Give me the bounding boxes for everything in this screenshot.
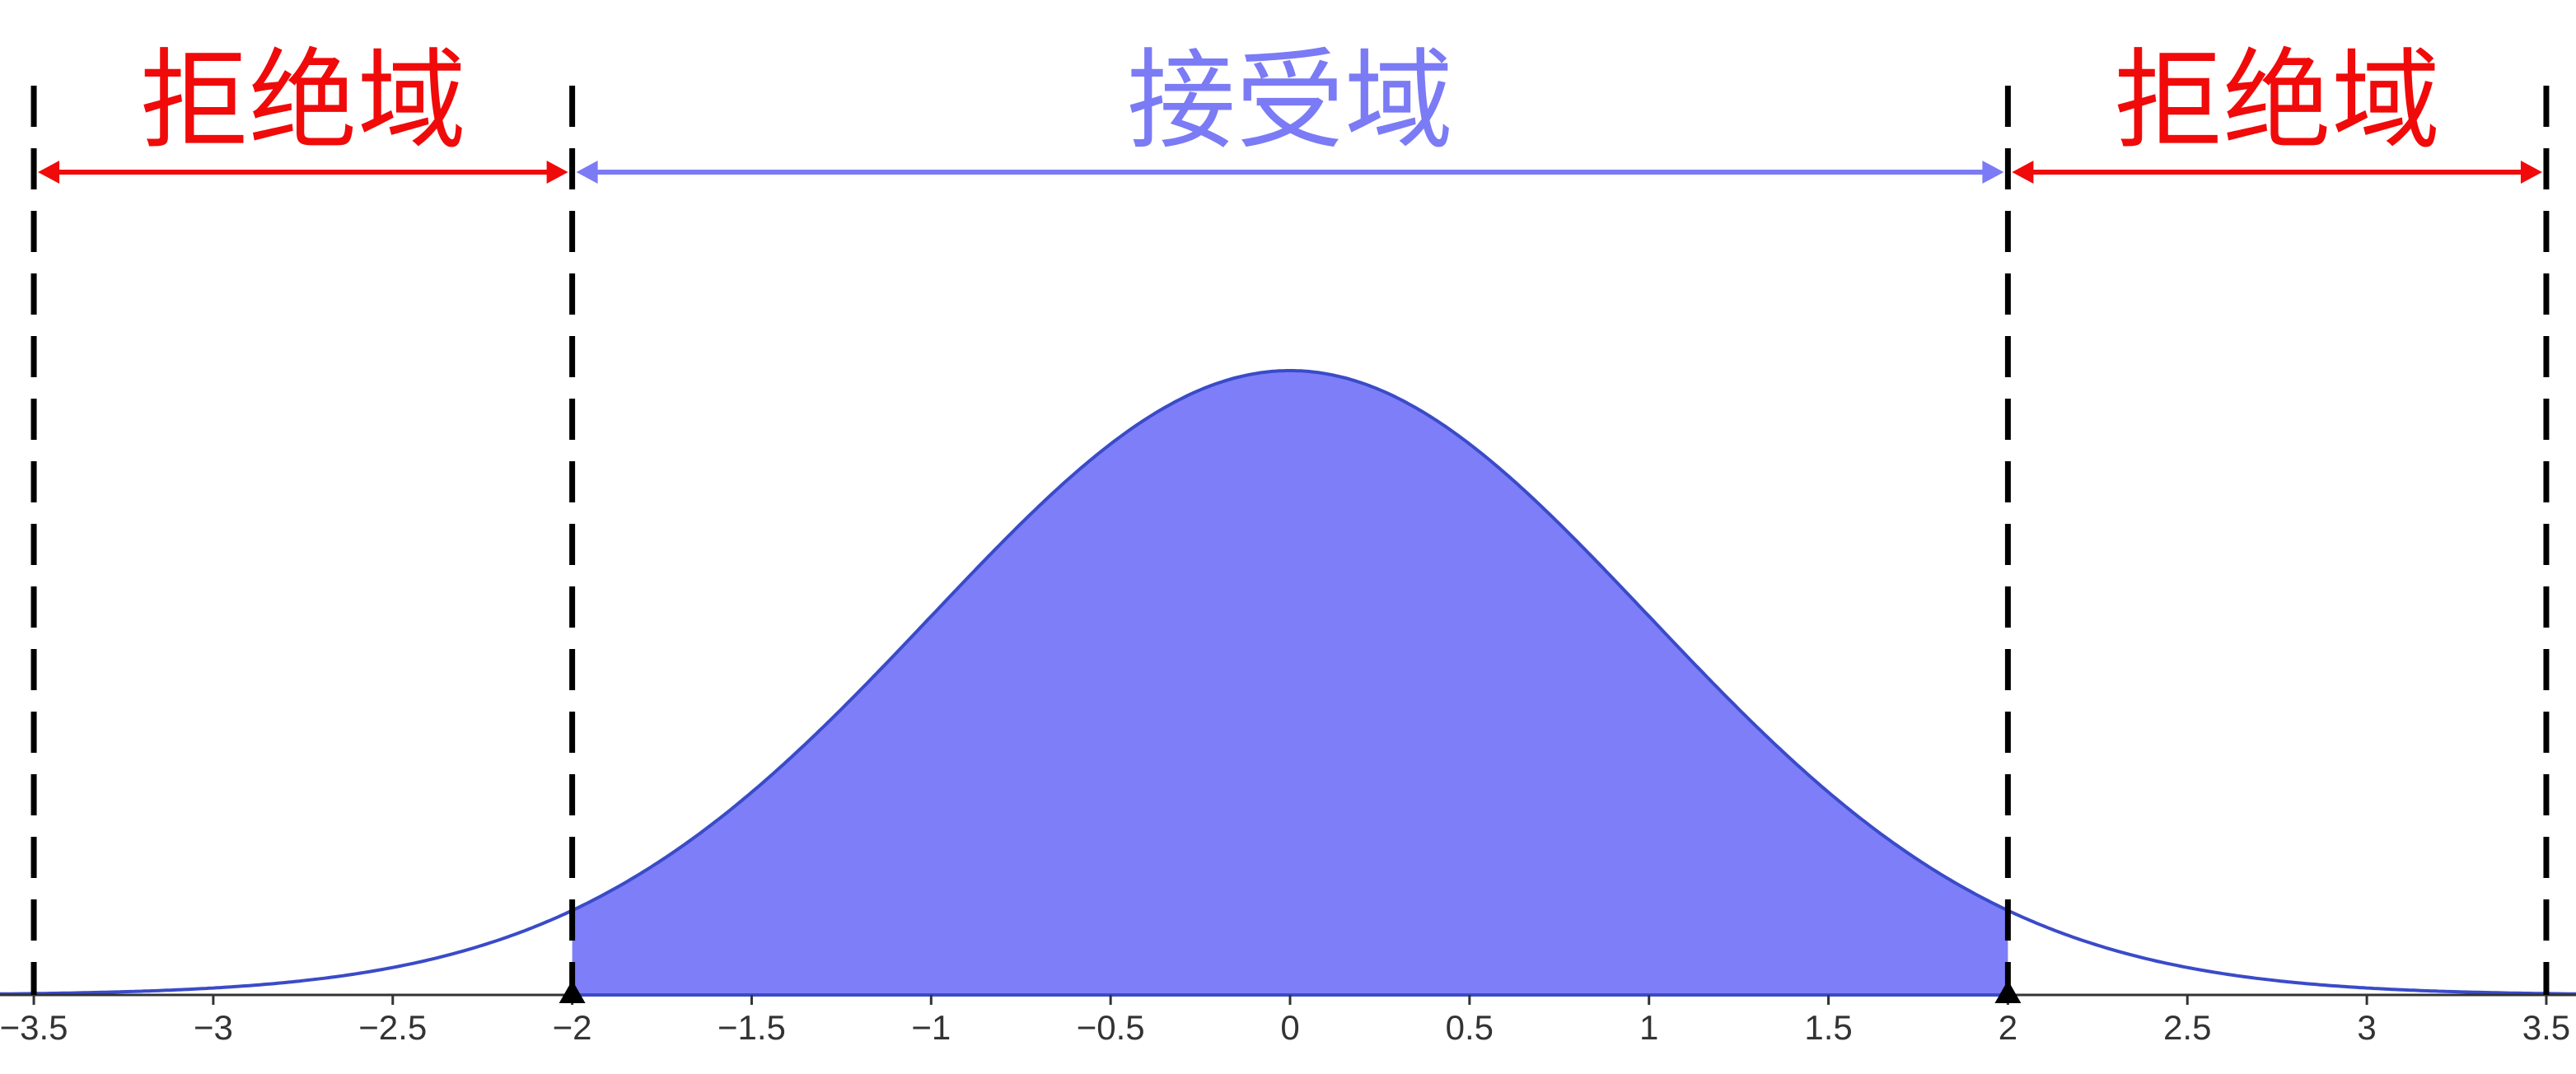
curve-layer: [0, 369, 2576, 996]
region-arrow-head-right: [546, 161, 568, 184]
x-tick-label: −1.5: [718, 1008, 786, 1047]
region-label: 接受域: [1127, 38, 1453, 165]
region-arrow-head-left: [2012, 161, 2034, 184]
shaded-area: [572, 371, 2008, 995]
x-tick-label: 1: [1639, 1008, 1658, 1047]
x-axis: −3.5 −3 −2.5 −2 −1.5 −1 −0.5 0 0.5 1 1.5 2 2.5 3 3.5: [0, 980, 2576, 1047]
x-tick-label: 2: [1999, 1008, 2017, 1047]
normal-curve: [0, 369, 2576, 996]
region-arrow-head-right: [1982, 161, 2004, 184]
x-tick-label: 0.5: [1446, 1008, 1494, 1047]
x-tick-label: −0.5: [1077, 1008, 1145, 1047]
x-tick-label: 0: [1280, 1008, 1299, 1047]
shaded-acceptance-area: [572, 371, 2008, 995]
x-tick-label: −2.5: [358, 1008, 427, 1047]
region-arrow-head-left: [576, 161, 598, 184]
x-tick-label: −3.5: [0, 1008, 68, 1047]
region-arrow-head-right: [2520, 161, 2542, 184]
region-arrows: [38, 161, 2542, 184]
x-tick-label: 3: [2357, 1008, 2376, 1047]
x-tick-label: −3: [194, 1008, 233, 1047]
region-arrow-head-left: [38, 161, 60, 184]
region-label: 拒绝域: [2114, 38, 2440, 165]
x-tick-label: 1.5: [1804, 1008, 1852, 1047]
x-tick-label: −2: [553, 1008, 592, 1047]
region-label: 拒绝域: [140, 38, 466, 165]
x-tick-label: 3.5: [2522, 1008, 2570, 1047]
x-tick-label: 2.5: [2163, 1008, 2211, 1047]
boundary-lines: [30, 86, 2550, 995]
region-labels: 拒绝域 接受域 拒绝域: [140, 38, 2440, 165]
x-tick-label: −1: [911, 1008, 951, 1047]
